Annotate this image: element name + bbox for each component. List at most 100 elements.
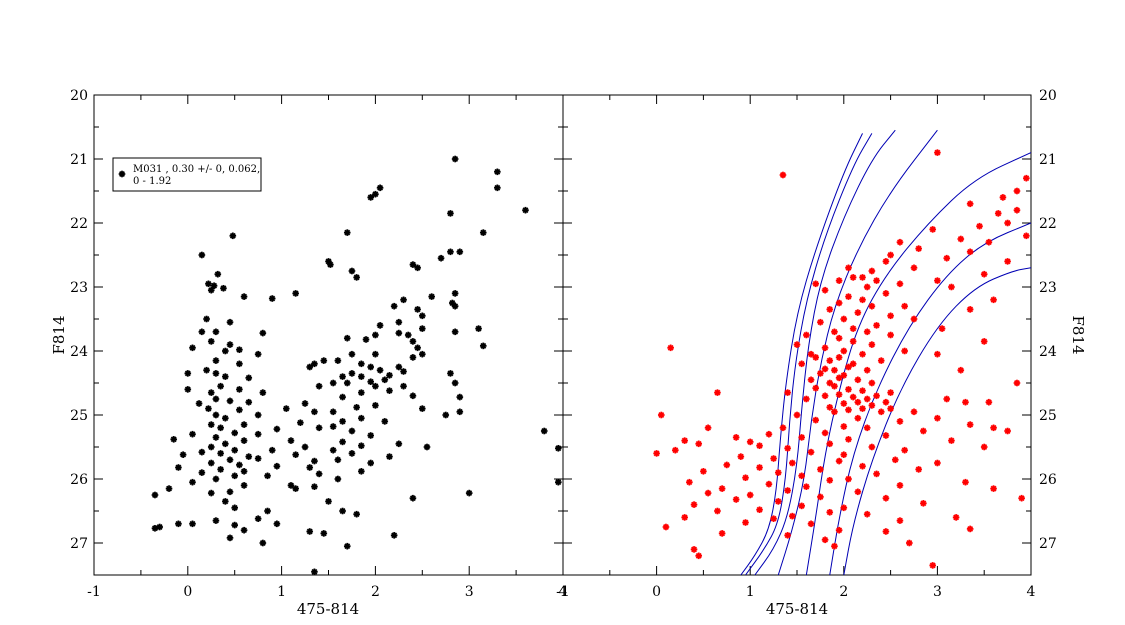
right-data-point: [756, 506, 763, 514]
left-data-point: [522, 206, 529, 214]
left-data-point: [327, 261, 334, 268]
right-data-point: [657, 411, 665, 419]
left-data-point: [447, 210, 454, 217]
left-data-point: [175, 464, 182, 471]
left-data-point: [395, 363, 403, 371]
left-data-point: [348, 350, 356, 358]
isochrone-lines: [740, 129, 1031, 575]
left-data-point: [381, 376, 389, 384]
left-data-point: [372, 402, 379, 409]
left-data-point: [343, 542, 351, 550]
left-data-point: [245, 453, 253, 460]
right-data-point: [957, 366, 965, 374]
right-data-point: [695, 552, 703, 560]
right-data-point: [934, 149, 941, 156]
left-data-point: [198, 328, 206, 336]
legend-marker-symbol: [118, 170, 126, 178]
right-data-point: [994, 210, 1002, 217]
left-data-point: [207, 489, 215, 497]
right-data-point: [756, 442, 763, 450]
left-data-point: [184, 370, 192, 377]
left-data-point: [222, 373, 229, 380]
left-data-point: [222, 440, 229, 448]
left-data-point: [376, 366, 384, 374]
right-data-point: [840, 400, 848, 407]
left-data-point: [320, 530, 328, 537]
right-data-point: [812, 416, 820, 424]
right-x-tick-label: 3: [933, 584, 942, 600]
right-data-point: [966, 248, 974, 256]
left-data-point: [165, 485, 173, 492]
left-data-point: [334, 475, 342, 483]
right-data-point: [868, 341, 876, 348]
right-data-point: [700, 468, 707, 475]
left-data-point: [264, 472, 271, 480]
left-data-point: [306, 464, 314, 471]
right-data-point: [840, 451, 848, 458]
left-y-tick-label: 24: [70, 344, 88, 360]
left-data-point: [339, 393, 346, 401]
right-data-point: [863, 424, 871, 432]
right-data-point: [948, 283, 955, 291]
right-data-point: [845, 436, 852, 443]
right-data-point: [868, 267, 876, 275]
right-x-tick-label: 1: [746, 584, 755, 600]
right-data-point: [770, 515, 777, 522]
isochrone-line-2: [745, 133, 873, 575]
right-data-point: [859, 462, 866, 470]
right-data-point: [863, 510, 871, 518]
left-data-point: [390, 532, 398, 539]
left-data-point: [254, 515, 262, 522]
left-data-point: [203, 366, 210, 374]
left-data-point: [207, 286, 215, 294]
left-data-point: [170, 436, 178, 443]
right-x-tick-label: -1: [556, 584, 570, 600]
right-data-point: [887, 331, 894, 339]
right-y-tick-label: 24: [1039, 344, 1057, 360]
right-data-point: [868, 302, 876, 310]
right-data-point: [985, 398, 993, 406]
left-data-point: [362, 336, 370, 343]
right-data-point: [901, 302, 908, 310]
right-y-tick-label: 21: [1039, 152, 1057, 168]
left-data-point: [456, 248, 464, 256]
left-data-point: [175, 520, 182, 528]
right-data-point: [789, 512, 796, 520]
right-y-tick-label: 27: [1039, 536, 1057, 552]
left-data-point: [151, 491, 159, 499]
right-data-point: [840, 504, 848, 512]
left-data-point: [282, 405, 290, 412]
left-data-point: [214, 270, 222, 278]
right-data-point: [831, 328, 838, 336]
left-y-axis-label: F814: [50, 315, 68, 354]
right-data-point: [868, 443, 876, 451]
right-data-point: [835, 526, 843, 534]
right-data-point: [849, 393, 857, 401]
right-data-point: [957, 235, 965, 243]
right-data-point: [742, 474, 749, 482]
left-data-point: [353, 404, 360, 411]
left-data-point: [287, 437, 295, 444]
right-data-point: [793, 341, 801, 348]
left-data-point: [179, 451, 187, 458]
right-plot-frame: [562, 94, 1032, 576]
left-data-point: [381, 418, 389, 425]
right-data-point: [821, 392, 829, 400]
right-data-point: [835, 277, 843, 284]
right-data-point: [854, 376, 862, 384]
right-data-point: [887, 405, 894, 412]
right-data-point: [835, 374, 843, 382]
right-data-point: [826, 357, 834, 364]
left-data-point: [259, 539, 267, 547]
left-data-point: [348, 267, 356, 275]
left-data-point: [212, 475, 220, 483]
left-data-point: [217, 450, 224, 457]
left-data-point: [456, 393, 464, 401]
left-data-point: [437, 254, 445, 262]
right-data-point: [812, 384, 820, 392]
right-data-point: [1023, 174, 1030, 182]
right-data-point: [821, 536, 829, 544]
right-data-point: [798, 472, 805, 480]
right-data-point: [910, 264, 918, 272]
left-data-point: [231, 504, 238, 512]
